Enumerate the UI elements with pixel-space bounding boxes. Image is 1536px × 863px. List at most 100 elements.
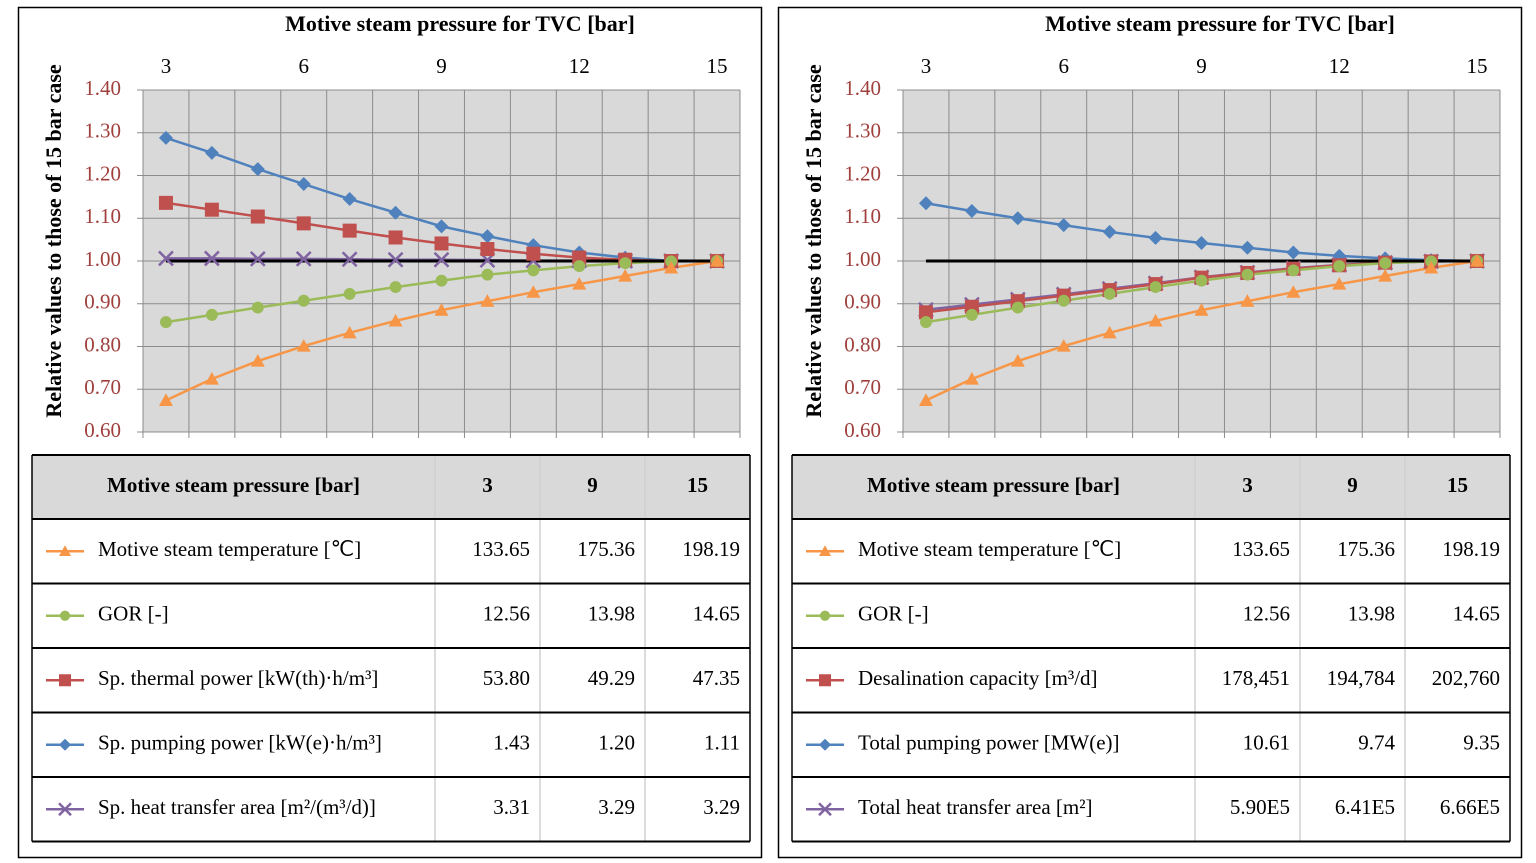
legend-label: Total heat transfer area [m²] [858,795,1093,819]
y-tick-label: 1.40 [844,76,881,100]
legend-label: Motive steam temperature [℃] [858,537,1121,561]
legend-label: Total pumping power [MW(e)] [858,731,1120,755]
table-cell: 14.65 [1453,602,1500,626]
y-tick-label: 1.40 [84,76,121,100]
marker [480,242,495,257]
y-tick-label: 0.70 [84,375,121,399]
table-cell: 1.43 [493,731,530,755]
marker [388,230,403,245]
marker [1102,325,1117,339]
table-cell: 1.20 [598,731,635,755]
marker [160,316,172,329]
y-axis-title: Relative values to those of 15 bar case [41,64,66,418]
table-cell: 3.31 [493,795,530,819]
legend-marker [58,802,72,817]
marker [205,308,218,321]
table-cell: 133.65 [472,537,530,561]
x-axis-title: Motive steam pressure for TVC [bar] [285,11,635,36]
marker [1424,260,1439,274]
marker [297,294,310,307]
table-cell: 194,784 [1327,666,1396,690]
marker [918,393,933,406]
marker [526,246,541,261]
marker [481,268,494,281]
chart-panel: 0.60 0.70 0.80 0.90 1.00 1.10 1.20 1.30 1.40 3 6 9 1… [777,6,1523,859]
table-cell: 10.61 [1243,731,1290,755]
marker [527,264,540,277]
y-tick-label: 1.20 [844,161,881,185]
marker [342,192,357,207]
legend-marker [59,610,71,621]
marker [526,285,541,298]
legend-marker [819,674,831,687]
table-cell: 49.29 [588,666,635,690]
table-cell: 13.98 [588,602,635,626]
y-tick-label: 1.00 [844,247,881,271]
table-cell: 5.90E5 [1230,795,1290,819]
marker [1149,281,1162,294]
marker [480,229,495,244]
marker [389,281,402,294]
marker [480,294,495,307]
y-tick-label: 0.80 [844,332,881,356]
table-cell: 14.65 [693,602,740,626]
y-tick-label: 1.00 [84,247,121,271]
table-cell: 12.56 [1243,602,1290,626]
legend-marker [819,545,831,557]
table-cell: 198.19 [1442,537,1500,561]
legend-label: Sp. pumping power [kW(e)·h/m³] [98,731,382,755]
marker [433,251,450,268]
legend-label: GOR [-] [98,602,169,626]
table-cell: 53.80 [483,666,530,690]
table-cell: 175.36 [577,537,635,561]
legend-marker [819,610,831,621]
marker [342,223,357,238]
table-header-cell: 15 [687,473,708,497]
table-cell: 12.56 [483,602,530,626]
marker [1195,274,1208,287]
table-header-cell: Motive steam pressure [bar] [107,473,360,497]
x-tick-label: 12 [1329,54,1350,78]
marker [920,316,932,329]
marker [1286,245,1301,260]
x-axis-title: Motive steam pressure for TVC [bar] [1045,11,1395,36]
x-tick-label: 12 [569,54,590,78]
marker [1287,264,1300,277]
table-header-cell: 15 [1447,473,1468,497]
marker [435,274,448,287]
marker [964,371,979,385]
marker [618,268,633,282]
marker [296,216,311,231]
marker [572,277,587,290]
marker [710,254,725,267]
marker [343,287,356,300]
table-header-cell: Motive steam pressure [bar] [867,473,1120,497]
x-tick-label: 3 [161,54,172,78]
marker [158,393,173,406]
marker [1286,285,1301,298]
marker [1379,257,1392,270]
y-tick-label: 1.30 [84,119,121,143]
table-cell: 6.41E5 [1335,795,1395,819]
marker [1148,230,1163,245]
marker [1241,268,1254,281]
marker [664,260,679,274]
marker [250,209,265,224]
marker [158,250,174,267]
marker [434,303,449,316]
table-cell: 9.35 [1463,731,1500,755]
legend-label: Sp. heat transfer area [m²/(m³/d)] [98,795,376,819]
legend-marker [818,802,832,817]
table-header-cell: 3 [1242,473,1253,497]
marker [250,162,265,177]
table-header-cell: 9 [1347,473,1358,497]
marker [1056,218,1071,233]
table-cell: 9.74 [1358,731,1395,755]
legend-marker [819,738,831,751]
marker [250,354,265,367]
table-cell: 6.66E5 [1440,795,1500,819]
table-cell: 13.98 [1348,602,1395,626]
marker [204,250,220,267]
table-header-bg [792,455,1510,519]
y-tick-label: 0.90 [84,290,121,314]
